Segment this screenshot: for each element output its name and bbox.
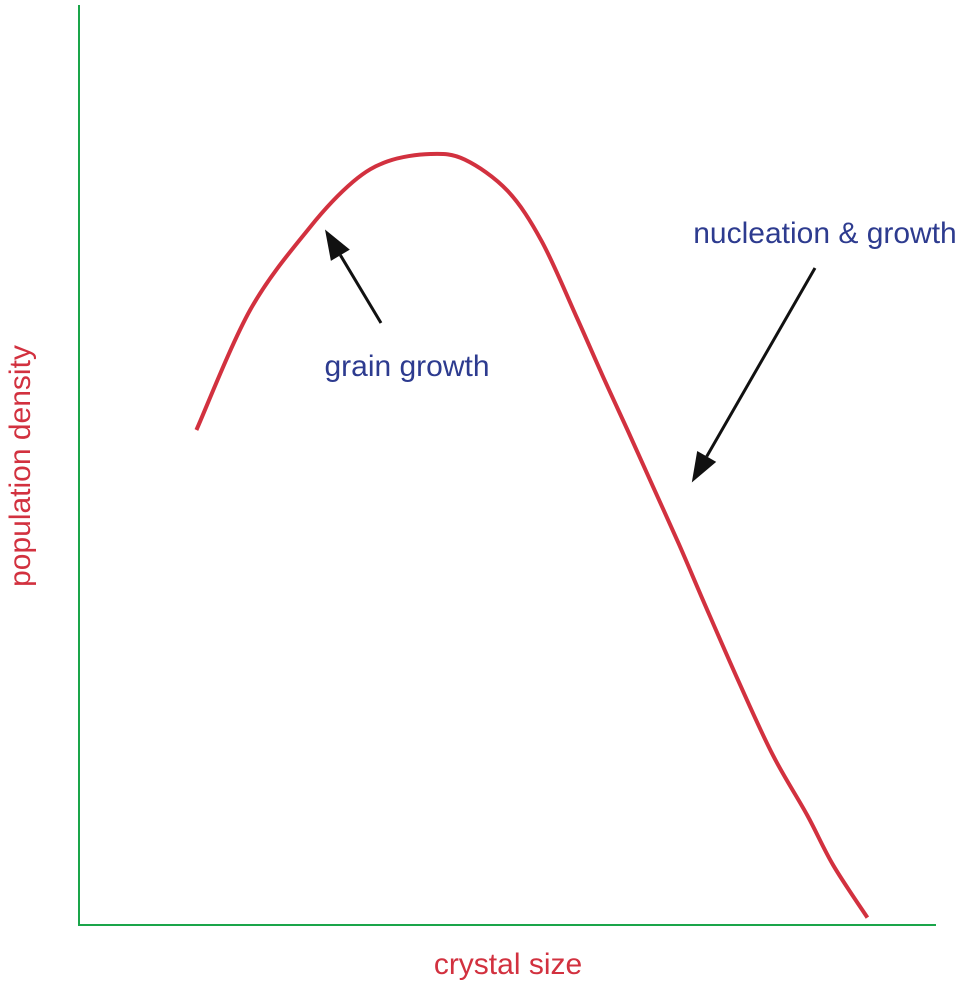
arrow-shaft (705, 267, 817, 458)
x-axis-title: crystal size (434, 948, 582, 981)
series-line-0 (194, 151, 870, 919)
annotation-arrow-nucleation-growth (691, 267, 817, 483)
y-axis-title: population density (4, 345, 37, 587)
annotation-grain-growth-label: grain growth (324, 350, 489, 383)
annotation-nucleation-growth-label: nucleation & growth (693, 217, 957, 250)
plot-area (194, 151, 870, 919)
arrow-shaft (339, 254, 383, 324)
arrow-head (691, 451, 717, 483)
annotation-arrow-grain-growth (325, 229, 383, 324)
arrow-head (325, 229, 350, 261)
